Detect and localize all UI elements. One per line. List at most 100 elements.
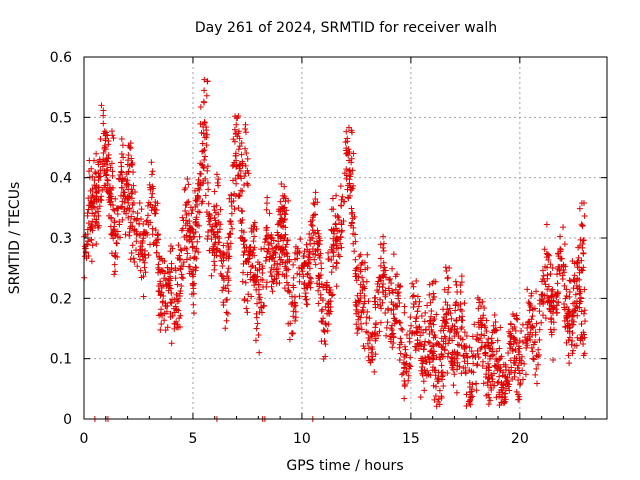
data-point [227, 218, 234, 225]
data-point [208, 272, 215, 279]
data-point [372, 329, 379, 336]
data-point [333, 192, 340, 199]
data-point [451, 333, 458, 340]
data-point [145, 199, 152, 206]
data-point [526, 300, 533, 307]
data-point [515, 376, 522, 383]
data-point [252, 278, 259, 285]
data-point [277, 198, 284, 205]
data-point [439, 376, 446, 383]
data-point [458, 279, 465, 286]
data-point [225, 265, 232, 272]
data-point [315, 275, 322, 282]
data-point [249, 249, 256, 256]
data-point [312, 189, 319, 196]
data-point [542, 315, 549, 322]
data-point [516, 345, 523, 352]
data-point [555, 299, 562, 306]
data-point [314, 227, 321, 234]
data-point [456, 363, 463, 370]
data-point [398, 339, 405, 346]
data-point [372, 337, 379, 344]
data-point [582, 318, 588, 325]
data-point [475, 324, 482, 331]
data-point [430, 334, 437, 341]
data-point [474, 347, 481, 354]
data-point [144, 217, 151, 224]
data-point [338, 202, 345, 209]
data-point [317, 250, 324, 257]
data-point [214, 229, 221, 236]
data-point [306, 231, 313, 238]
data-point [430, 356, 437, 363]
data-point [271, 249, 278, 256]
data-point [238, 234, 245, 241]
data-point [153, 249, 160, 256]
data-point [418, 341, 425, 348]
data-point [554, 271, 561, 278]
data-point [481, 305, 488, 312]
data-point [443, 268, 450, 275]
data-point [549, 264, 556, 271]
data-point [150, 241, 157, 248]
data-point [380, 244, 387, 251]
data-point [118, 150, 125, 157]
data-point [434, 339, 441, 346]
data-point [541, 278, 548, 285]
x-tick-label: 10 [293, 431, 311, 447]
data-point [360, 342, 367, 349]
data-point [184, 250, 191, 257]
data-point [109, 172, 116, 179]
data-point [556, 267, 563, 274]
data-point [491, 327, 498, 334]
data-point [108, 160, 115, 167]
data-point [84, 210, 91, 217]
data-point [196, 186, 203, 193]
data-point [401, 303, 408, 310]
data-point [310, 212, 317, 219]
data-point [579, 223, 586, 230]
data-point [314, 280, 321, 287]
data-point [425, 339, 432, 346]
data-point [276, 279, 283, 286]
data-point [333, 259, 340, 266]
data-point [304, 284, 311, 291]
data-point [427, 299, 434, 306]
data-point [410, 300, 417, 307]
data-point [542, 263, 549, 270]
data-point [87, 187, 94, 194]
data-point [166, 282, 173, 289]
data-point [454, 350, 461, 357]
data-point [354, 330, 361, 337]
data-point [270, 254, 277, 261]
data-point [186, 238, 193, 245]
data-point [86, 157, 93, 164]
data-point [566, 277, 573, 284]
data-point [138, 216, 145, 223]
data-point [348, 159, 355, 166]
data-point [554, 280, 561, 287]
data-point [532, 331, 539, 338]
data-point [492, 326, 499, 333]
data-point [355, 298, 362, 305]
data-point [376, 328, 383, 335]
data-point [406, 338, 413, 345]
data-point [176, 315, 183, 322]
data-point [256, 296, 263, 303]
data-point [95, 174, 102, 181]
data-point [400, 370, 407, 377]
data-point [480, 312, 487, 319]
data-point [122, 231, 129, 238]
data-point [96, 203, 103, 210]
data-point [538, 292, 545, 299]
data-point [395, 289, 402, 296]
data-point [103, 172, 110, 179]
data-point [558, 263, 565, 270]
data-point [177, 288, 184, 295]
data-point [148, 171, 155, 178]
data-point [389, 344, 396, 351]
data-point [175, 242, 182, 249]
data-point [517, 380, 524, 387]
data-point [283, 267, 290, 274]
data-point [231, 126, 238, 133]
